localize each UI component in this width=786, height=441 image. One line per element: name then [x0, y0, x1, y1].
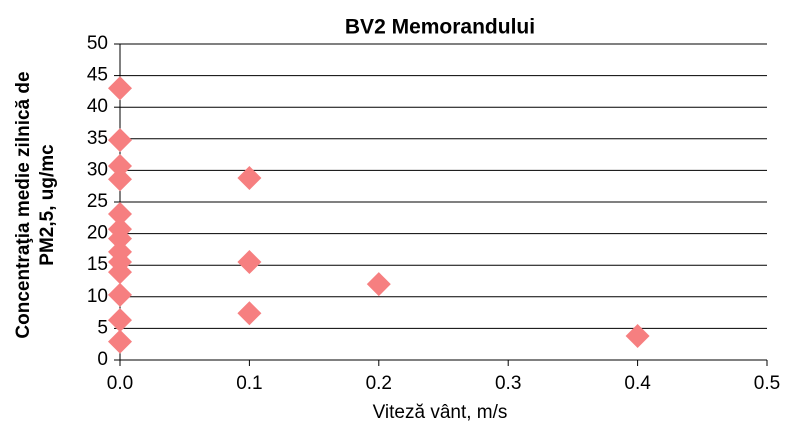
chart-title: BV2 Memorandului	[345, 16, 535, 39]
x-tick-label: 0.4	[624, 373, 651, 394]
y-tick-label: 10	[87, 286, 108, 307]
y-tick-label: 35	[87, 128, 108, 149]
point	[237, 165, 262, 190]
y-tick-label: 25	[87, 191, 108, 212]
point	[108, 153, 132, 178]
y-tick-label: 20	[87, 223, 108, 244]
y-tick-label: 45	[87, 65, 108, 86]
x-tick-label: 0.0	[107, 373, 133, 394]
y-tick-label: 0	[97, 349, 108, 370]
y-tick-label: 15	[87, 254, 108, 275]
y-axis-title: Concentraţia medie zilnică de PM2,5, ug/…	[13, 71, 58, 338]
point	[108, 202, 132, 227]
x-tick-label: 0.3	[495, 373, 521, 394]
point	[108, 76, 132, 101]
x-tick-label: 0.5	[754, 373, 780, 394]
point	[625, 323, 650, 348]
x-axis-title: Viteză vânt, m/s	[373, 402, 508, 423]
y-axis-title-line: PM2,5, ug/mc	[37, 144, 58, 266]
y-tick-label: 5	[97, 317, 108, 338]
x-tick-label: 0.1	[236, 373, 262, 394]
point	[108, 128, 132, 153]
point	[108, 282, 132, 307]
point	[108, 167, 132, 192]
point	[108, 308, 132, 333]
point	[108, 260, 132, 285]
y-tick-label: 40	[87, 96, 108, 117]
point	[237, 301, 262, 326]
y-tick-label: 50	[87, 33, 108, 54]
x-tick-label: 0.2	[366, 373, 392, 394]
point	[366, 272, 391, 297]
point	[237, 250, 262, 275]
point	[108, 329, 132, 354]
y-tick-label: 30	[87, 159, 108, 180]
point	[108, 226, 132, 251]
y-axis-title-line: Concentraţia medie zilnică de	[13, 71, 34, 338]
